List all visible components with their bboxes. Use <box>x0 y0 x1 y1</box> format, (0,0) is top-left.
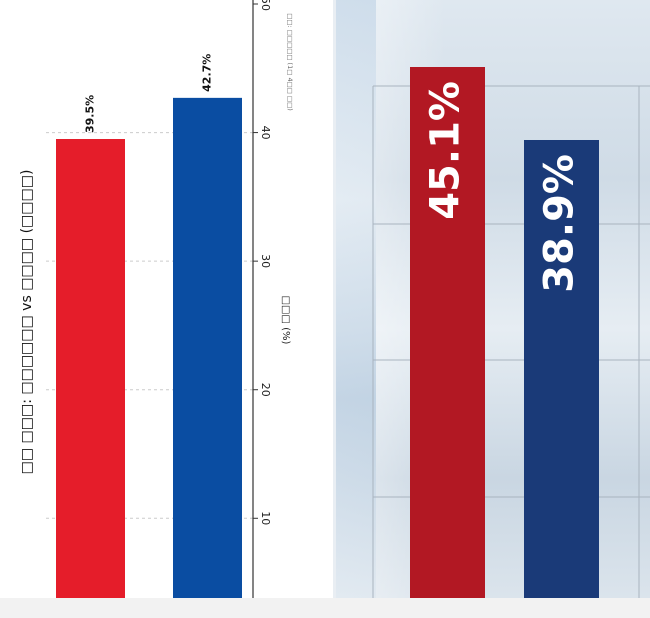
y-axis-label: □□□ (%) <box>280 296 291 345</box>
right-data-label: 38.9% <box>537 154 583 293</box>
left-bars <box>56 97 242 598</box>
right-bars <box>410 67 599 598</box>
left-data-label: 42.7% <box>201 54 214 92</box>
source-note: □□: □□□□□ (1□ 4□□ □□) <box>286 13 294 111</box>
left-data-labels: 39.5% 42.7% <box>84 54 214 133</box>
right-data-labels: 45.1% 38.9% <box>423 81 583 293</box>
left-chart-panel: 10 20 30 40 50 39.5% 42.7% □□ □□□: □□□□□□ vs … <box>0 0 333 598</box>
left-tick-label: 50 <box>259 0 272 11</box>
left-tick-label: 20 <box>259 383 272 397</box>
right-bar-chart: 45.1% 38.9% <box>372 67 650 598</box>
right-chart-panel: 45.1% 38.9% <box>336 0 650 598</box>
left-gridlines <box>46 132 253 519</box>
left-tick-label: 30 <box>259 254 272 268</box>
left-tick-label: 10 <box>259 511 272 525</box>
left-bar-chart: 10 20 30 40 50 39.5% 42.7% □□ □□□: □□□□□□ vs … <box>19 0 294 598</box>
left-bar <box>173 97 242 598</box>
left-bar <box>56 139 125 598</box>
panel-divider <box>333 0 336 598</box>
left-data-label: 39.5% <box>84 95 97 133</box>
left-tick-labels: 10 20 30 40 50 <box>253 0 272 525</box>
bottom-strip <box>0 598 650 618</box>
right-bar <box>410 67 485 598</box>
left-tick-label: 40 <box>259 126 272 140</box>
chart-title: □□ □□□: □□□□□□ vs □□□□ (□□□□) <box>19 170 35 475</box>
right-bar <box>524 139 599 598</box>
background-photo-blur <box>336 0 376 598</box>
right-data-label: 45.1% <box>423 81 469 220</box>
